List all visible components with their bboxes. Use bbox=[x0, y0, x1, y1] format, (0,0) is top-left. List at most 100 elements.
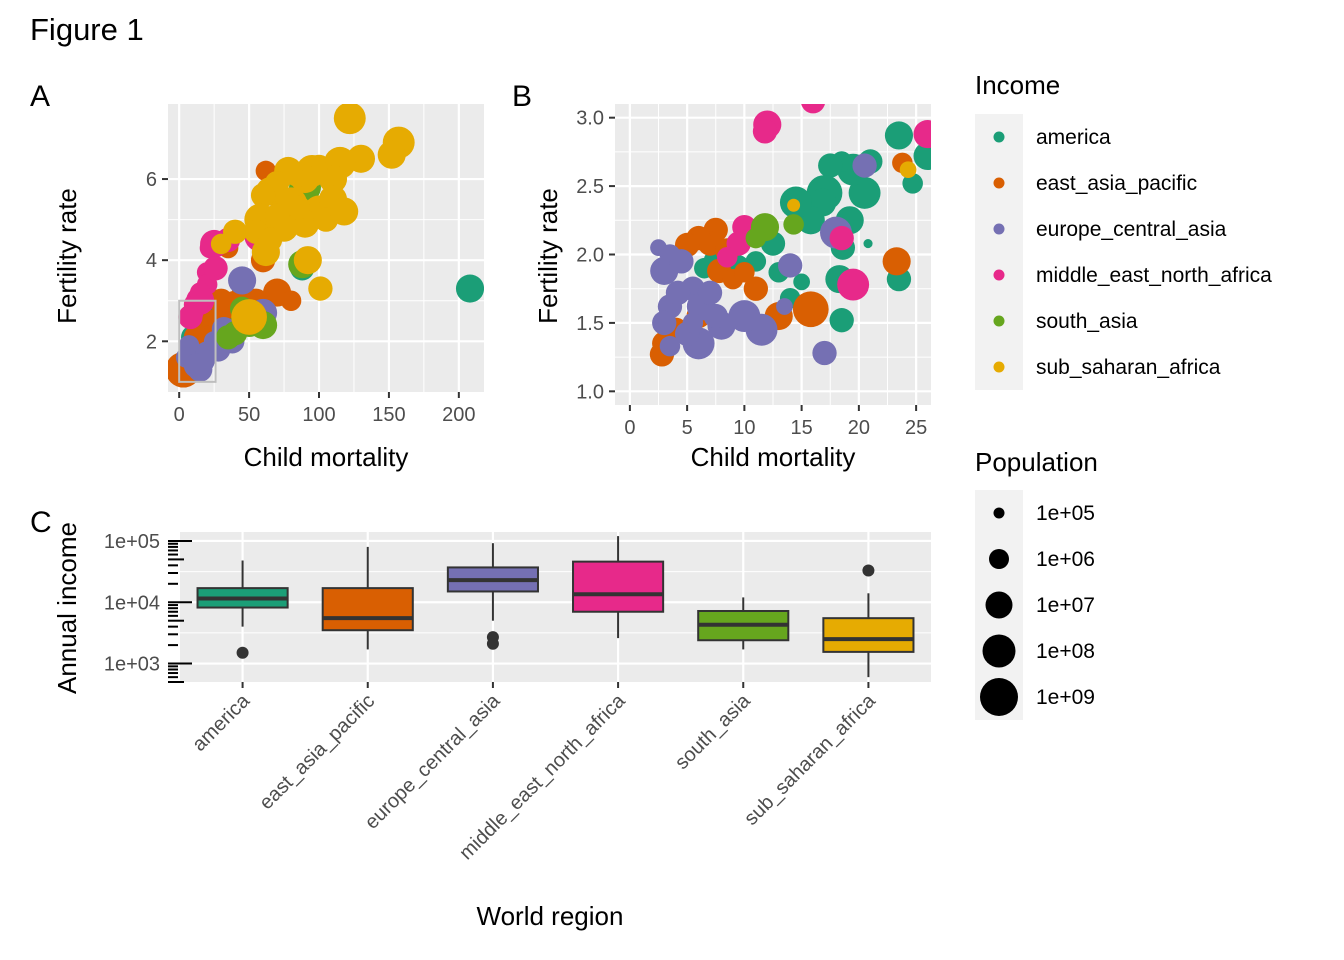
panel-c-boxes bbox=[196, 536, 915, 678]
panel-b-point-europe-central-asia bbox=[812, 340, 837, 366]
panel-a-point-sub-saharan-africa bbox=[231, 299, 267, 335]
panel-b-point-europe-central-asia bbox=[665, 280, 691, 305]
panel-a-point-middle-east-north-africa bbox=[189, 282, 211, 303]
panel-b-point-america bbox=[829, 308, 854, 333]
panel-b-point-europe-central-asia bbox=[652, 310, 677, 336]
income-legend-keys: america east_asia_pacific europe_central_a… bbox=[975, 114, 1272, 390]
panel-b-xtick-label: 15 bbox=[790, 417, 812, 439]
panel-a-point-sub-saharan-africa bbox=[250, 183, 276, 208]
panel-b-point-europe-central-asia bbox=[852, 153, 877, 178]
panel-a-point-sub-saharan-africa bbox=[264, 203, 290, 228]
panel-b-xtick-label: 10 bbox=[733, 417, 755, 439]
panel-b-ytick-label: 1.0 bbox=[576, 381, 604, 403]
panel-b-point-america bbox=[793, 273, 810, 291]
population-legend-label: 1e+06 bbox=[1036, 548, 1095, 571]
panel-a-point-south-asia bbox=[215, 325, 241, 350]
income-legend-key-middle-east-north-africa bbox=[993, 269, 1005, 281]
panel-b-point-america bbox=[863, 238, 873, 249]
panel-b-point-south-asia bbox=[783, 214, 804, 235]
panel-a-xtick-label: 100 bbox=[302, 404, 335, 426]
panel-c-east-asia-pacific-box bbox=[321, 587, 414, 632]
population-legend-key bbox=[993, 507, 1005, 519]
panel-a-zoom-box bbox=[178, 299, 217, 383]
panel-b-ylabel: Fertility rate bbox=[533, 188, 563, 324]
panel-a-xtick-label: 200 bbox=[442, 404, 475, 426]
population-legend: Population 1e+05 1e+06 1e+07 1e+08 1e+09 bbox=[975, 447, 1098, 720]
panel-a-point-sub-saharan-africa bbox=[333, 104, 366, 135]
panel-a-point-middle-east-north-africa bbox=[203, 256, 228, 281]
panel-b-xtick-label: 25 bbox=[905, 417, 927, 439]
panel-a-point-europe-central-asia bbox=[228, 266, 257, 295]
panel-b-points bbox=[649, 104, 931, 367]
panel-b-point-europe-central-asia bbox=[682, 312, 704, 334]
panel-b-point-america bbox=[884, 121, 914, 150]
income-legend-title: Income bbox=[975, 70, 1060, 100]
panel-c: C 1e+03 1e+04 1e+05 america east_asia_pacifi… bbox=[30, 506, 931, 931]
panel-c-xtick-label: america bbox=[188, 689, 254, 755]
income-legend-key-europe-central-asia bbox=[993, 223, 1005, 235]
income-legend-label: sub_saharan_africa bbox=[1036, 356, 1221, 379]
panel-a-axes: 0 50 100 150 200 2 4 6 bbox=[146, 169, 476, 426]
panel-a-xtick-label: 50 bbox=[238, 404, 260, 426]
panel-b-point-europe-central-asia bbox=[776, 298, 793, 315]
income-legend-key-east-asia-pacific bbox=[993, 177, 1005, 189]
panel-a-point-sub-saharan-africa bbox=[210, 233, 232, 255]
panel-c-ytick-label: 1e+04 bbox=[104, 592, 160, 614]
figure-title: Figure 1 bbox=[30, 12, 144, 47]
panel-c-xtick-label: east_asia_pacific bbox=[255, 690, 379, 814]
panel-a-label: A bbox=[30, 80, 50, 113]
income-legend: Income america east_asia_pacific europe_ce… bbox=[975, 70, 1272, 390]
panel-c-xtick-label: sub_saharan_africa bbox=[740, 689, 880, 829]
panel-c-xtick-label: south_asia bbox=[671, 689, 756, 774]
panel-a-xlabel: Child mortality bbox=[244, 442, 409, 472]
panel-a-point-sub-saharan-africa bbox=[285, 195, 311, 220]
population-legend-label: 1e+07 bbox=[1036, 594, 1095, 617]
panel-a-point-sub-saharan-africa bbox=[257, 227, 283, 253]
panel-a-point-middle-east-north-africa bbox=[178, 304, 203, 330]
panel-b-point-east-asia-pacific bbox=[743, 276, 768, 301]
panel-b-point-middle-east-north-africa bbox=[837, 268, 870, 301]
population-legend-key bbox=[989, 549, 1009, 569]
panel-a-point-sub-saharan-africa bbox=[308, 276, 333, 301]
panel-b-point-europe-central-asia bbox=[778, 253, 803, 278]
income-legend-label: middle_east_north_africa bbox=[1036, 264, 1272, 287]
population-legend-key bbox=[980, 678, 1018, 716]
panel-b-xtick-label: 0 bbox=[624, 417, 635, 439]
income-legend-key-america bbox=[993, 131, 1005, 143]
panel-a-point-europe-central-asia bbox=[183, 353, 209, 378]
panel-c-ylabel: Annual income bbox=[52, 522, 82, 694]
panel-a-ytick-label: 2 bbox=[146, 331, 157, 353]
income-legend-label: south_asia bbox=[1036, 310, 1138, 333]
panel-a-point-sub-saharan-africa bbox=[377, 140, 406, 169]
panel-b-point-south-asia bbox=[745, 227, 767, 249]
panel-b-ytick-label: 2.5 bbox=[576, 176, 604, 198]
panel-c-europe-central-asia-outlier bbox=[486, 637, 499, 650]
panel-a-ylabel: Fertility rate bbox=[52, 188, 82, 324]
panel-b-axes: 0 5 10 15 20 25 1.0 1.5 2.0 2.5 3.0 bbox=[576, 108, 927, 439]
panel-b-point-europe-central-asia bbox=[728, 300, 761, 333]
panel-a-points bbox=[168, 104, 484, 388]
panel-c-america-outlier bbox=[236, 646, 249, 659]
panel-b-point-east-asia-pacific bbox=[792, 291, 829, 328]
population-legend-label: 1e+09 bbox=[1036, 686, 1095, 709]
population-legend-label: 1e+08 bbox=[1036, 640, 1095, 663]
panel-a-point-america bbox=[455, 274, 484, 303]
panel-c-xlabel: World region bbox=[477, 901, 624, 931]
panel-a-ytick-label: 4 bbox=[146, 250, 157, 272]
panel-b-point-middle-east-north-africa bbox=[801, 104, 825, 114]
panel-c-ytick-label: 1e+05 bbox=[104, 531, 160, 553]
population-legend-key bbox=[985, 591, 1013, 619]
panel-c-ytick-label: 1e+03 bbox=[104, 654, 160, 676]
panel-c-xtick-label: europe_central_asia bbox=[361, 689, 505, 833]
income-legend-label: america bbox=[1036, 126, 1111, 149]
income-legend-key-background bbox=[975, 114, 1023, 390]
panel-b-point-sub-saharan-africa bbox=[899, 161, 917, 179]
panel-b: B 0 5 10 15 20 25 1.0 1.5 2.0 2.5 3.0 Child mortal… bbox=[512, 80, 931, 472]
panel-a-point-sub-saharan-africa bbox=[293, 246, 322, 275]
panel-b-point-east-asia-pacific bbox=[734, 262, 755, 283]
population-legend-title: Population bbox=[975, 447, 1098, 477]
panel-b-ytick-label: 3.0 bbox=[576, 108, 604, 130]
panel-b-point-europe-central-asia bbox=[659, 335, 681, 357]
panel-b-point-america bbox=[913, 141, 931, 171]
